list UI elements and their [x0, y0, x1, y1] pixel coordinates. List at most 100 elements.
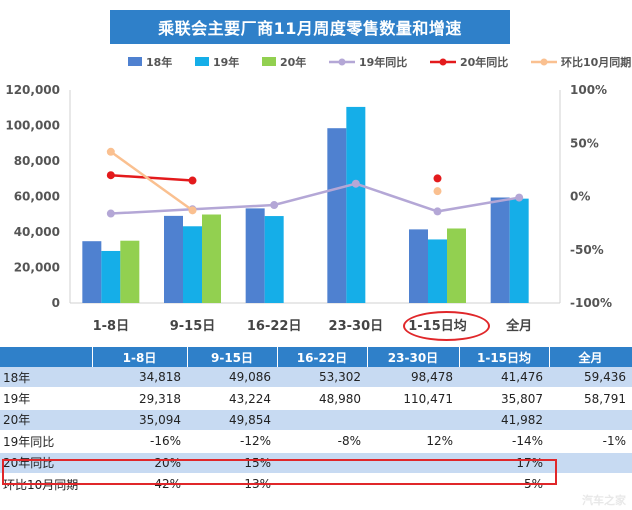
table-cell: 110,471 [367, 387, 459, 410]
legend-marker-19年同比 [338, 58, 346, 66]
bar-18年-1-8日 [82, 241, 102, 303]
table-cell: -12% [187, 430, 277, 453]
marker-19年同比-全月 [515, 193, 524, 202]
marker-19年同比-16-22日 [270, 201, 279, 210]
table-row-label: 20年 [0, 409, 92, 432]
x-category-label: 9-15日 [170, 319, 216, 334]
table-cell [367, 473, 459, 496]
table-row-label: 环比10月同期 [0, 473, 92, 496]
marker-20年同比-9-15日 [188, 176, 197, 185]
marker-19年同比-1-8日 [106, 209, 115, 218]
legend-label-环比10月同期: 环比10月同期 [561, 55, 631, 69]
table-cell: -14% [459, 430, 549, 453]
chart-plot: 0 20,000 40,000 60,000 80,000 100,000 120,000 -… [5, 55, 631, 334]
table-header-row: 1-8日 9-15日 16-22日 23-30日 1-15日均 全月 [0, 347, 632, 367]
table-row-label: 19年同比 [0, 430, 92, 453]
table-header-cell: 23-30日 [367, 347, 460, 367]
table-cell: 49,086 [187, 367, 277, 389]
data-table: 1-8日 9-15日 16-22日 23-30日 1-15日均 全月 18年 34,818 4… [0, 347, 632, 496]
y-right-tick-label: 100% [570, 83, 607, 97]
legend-label-19年同比: 19年同比 [359, 55, 407, 69]
table-cell: 98,478 [367, 367, 459, 389]
bar-20年-9-15日 [202, 214, 221, 303]
table-cell: 48,980 [277, 387, 367, 410]
marker-20年同比-1-15日均 [433, 174, 442, 183]
bar-18年-全月 [490, 197, 510, 303]
table-cell: 53,302 [277, 367, 367, 389]
table-cell: -13% [187, 473, 277, 496]
x-category-label: 23-30日 [329, 319, 384, 334]
y-left-tick-label: 40,000 [14, 225, 60, 239]
y-left-tick-label: 120,000 [5, 83, 60, 97]
bar-19年-全月 [509, 198, 529, 303]
bar-19年-1-15日均 [428, 239, 447, 303]
table-cell [277, 409, 367, 432]
y-left-tick-label: 80,000 [14, 154, 60, 168]
table-cell: 34,818 [92, 367, 187, 389]
y-left-tick-label: 20,000 [14, 261, 60, 275]
table-cell: 17% [459, 452, 549, 474]
y-left-tick-label: 60,000 [14, 190, 60, 204]
table-cell: -16% [92, 430, 187, 453]
table-row-label: 18年 [0, 367, 92, 389]
table-cell: 35,807 [459, 387, 549, 410]
table-header-cell [0, 347, 93, 367]
chart-title: 乘联会主要厂商11月周度零售数量和增速 [158, 19, 462, 38]
table-row: 18年 34,818 49,086 53,302 98,478 41,476 59,436 [0, 367, 632, 389]
bar-20年-1-8日 [120, 240, 140, 303]
table-cell [549, 452, 632, 474]
line-20年同比 [110, 173, 193, 182]
table-cell: 29,318 [92, 387, 187, 410]
table-cell: 12% [367, 430, 459, 453]
bar-18年-16-22日 [245, 208, 265, 303]
table-header-cell: 1-8日 [92, 347, 188, 367]
table-cell [549, 473, 632, 496]
y-right-tick-label: -100% [570, 296, 612, 310]
table-header-cell: 1-15日均 [459, 347, 550, 367]
marker-环比10月同期-1-8日 [106, 147, 115, 156]
table-cell: 5% [459, 473, 549, 496]
marker-19年同比-1-15日均 [433, 207, 442, 216]
marker-环比10月同期-9-15日 [188, 206, 197, 215]
table-cell: 41,476 [459, 367, 549, 389]
table-row: 20年同比 20% 15% 17% [0, 452, 632, 474]
table-cell: 15% [187, 452, 277, 474]
bar-18年-1-15日均 [409, 229, 428, 303]
line-环比10月同期 [110, 150, 194, 212]
table-cell [277, 452, 367, 474]
y-right-tick-label: 50% [570, 136, 599, 150]
table-cell: 41,982 [459, 409, 549, 432]
legend-marker-20年同比 [439, 58, 447, 66]
y-right-tick-label: 0% [570, 190, 590, 204]
bar-20年-1-15日均 [447, 228, 466, 303]
bar-18年-23-30日 [327, 128, 347, 303]
legend-swatch-18年 [128, 57, 142, 66]
table-row-label: 19年 [0, 387, 92, 410]
table-cell: -1% [549, 430, 632, 453]
table-cell: -8% [277, 430, 367, 453]
bar-19年-1-8日 [101, 250, 121, 303]
table-cell: 20% [92, 452, 187, 474]
x-category-label: 16-22日 [247, 319, 302, 334]
marker-19年同比-23-30日 [351, 179, 360, 188]
watermark: 汽车之家 [582, 494, 626, 507]
bar-19年-9-15日 [183, 226, 202, 303]
bar-19年-23-30日 [346, 106, 366, 304]
table-row-label: 20年同比 [0, 452, 92, 474]
table-cell: 58,791 [549, 387, 632, 410]
y-left-tick-label: 0 [52, 296, 60, 310]
table-cell [277, 473, 367, 496]
table-header-cell: 16-22日 [277, 347, 368, 367]
table-cell: 49,854 [187, 409, 277, 432]
x-category-label: 1-8日 [93, 319, 130, 334]
x-category-label: 1-15日均 [408, 318, 467, 334]
table-row: 环比10月同期 42% -13% 5% [0, 473, 632, 496]
legend-label-20年: 20年 [280, 55, 306, 69]
table-header-cell: 全月 [549, 347, 632, 367]
legend-label-20年同比: 20年同比 [460, 55, 508, 69]
line-19年同比 [110, 182, 520, 215]
table-cell: 43,224 [187, 387, 277, 410]
legend-label-18年: 18年 [146, 55, 172, 69]
table-cell: 59,436 [549, 367, 632, 389]
